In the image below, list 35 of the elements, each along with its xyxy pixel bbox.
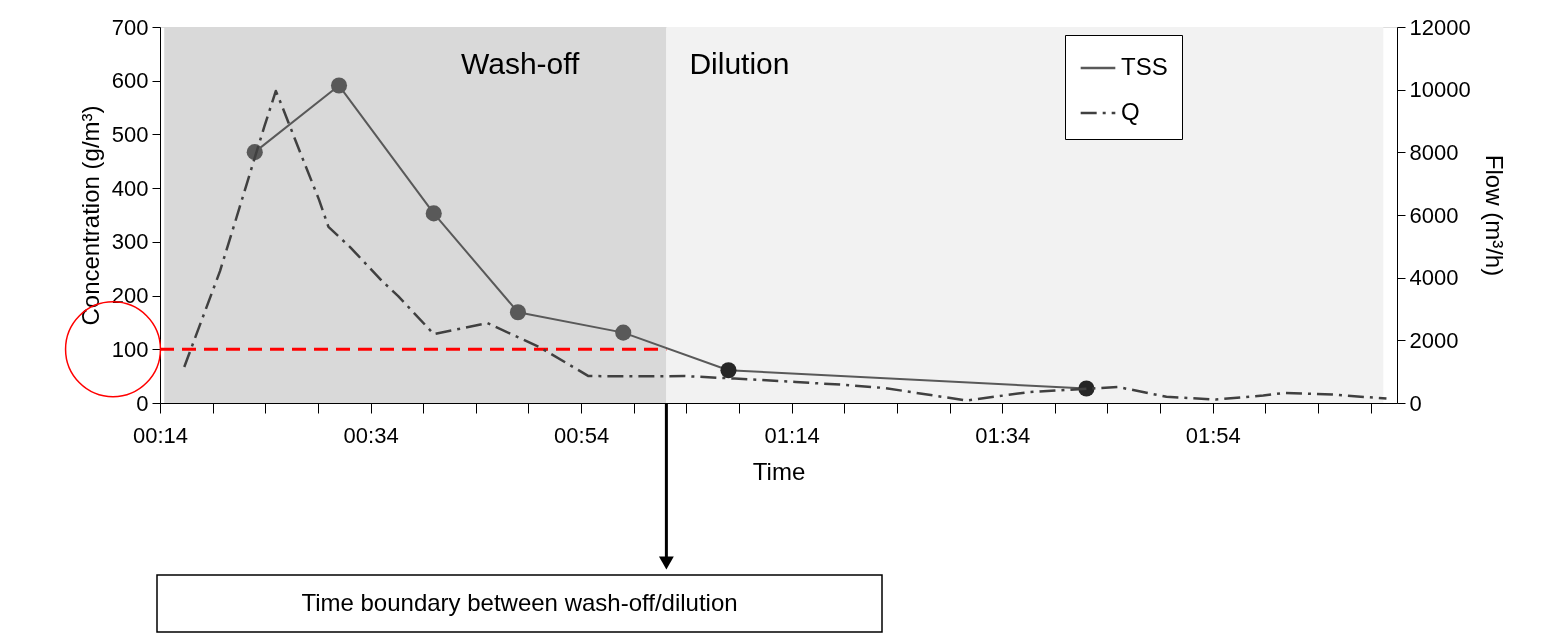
legend-label: TSS	[1121, 53, 1168, 80]
x-axis-title: Time	[752, 457, 806, 485]
y-tick-label: 600	[111, 68, 149, 94]
x-tick-label: 01:54	[1185, 422, 1241, 448]
x-tick-label: 00:14	[132, 422, 189, 448]
y-tick-label: 100	[111, 336, 149, 362]
point	[425, 205, 442, 222]
y-tick-label: 500	[111, 121, 149, 147]
y-tick-label: 700	[111, 14, 149, 40]
line-series	[183, 89, 1388, 402]
point	[720, 362, 737, 379]
y2-tick-label: 10000	[1409, 77, 1471, 103]
y-axis-title: Concentration (g/m³)	[76, 105, 104, 326]
y-tick-label: 400	[111, 175, 149, 201]
y2-tick-label: 2000	[1409, 327, 1459, 353]
y-tick-label: 0	[136, 390, 149, 416]
x-tick-label: 00:34	[343, 422, 399, 448]
y2-tick-label: 4000	[1409, 265, 1459, 291]
legend-label: Q	[1121, 98, 1140, 125]
y-tick-label: 200	[111, 283, 149, 309]
y2-axis-title: Flow (m³/h)	[1480, 154, 1508, 277]
point	[330, 77, 348, 94]
y-tick-label: 300	[111, 229, 149, 255]
x-tick-label: 01:34	[975, 422, 1031, 448]
x-tick-label: 00:54	[554, 422, 610, 448]
point	[615, 324, 632, 341]
y2-tick-label: 8000	[1409, 139, 1459, 165]
point	[509, 304, 527, 321]
band-label: Dilution	[689, 47, 790, 80]
y2-tick-label: 0	[1409, 390, 1422, 416]
x-tick-label: 01:14	[764, 422, 820, 448]
text: Time boundary between wash-off/dilution	[301, 589, 738, 616]
band-label: Wash-off	[461, 47, 581, 80]
y2-tick-label: 6000	[1409, 202, 1459, 228]
y2-tick-label: 12000	[1409, 14, 1471, 40]
